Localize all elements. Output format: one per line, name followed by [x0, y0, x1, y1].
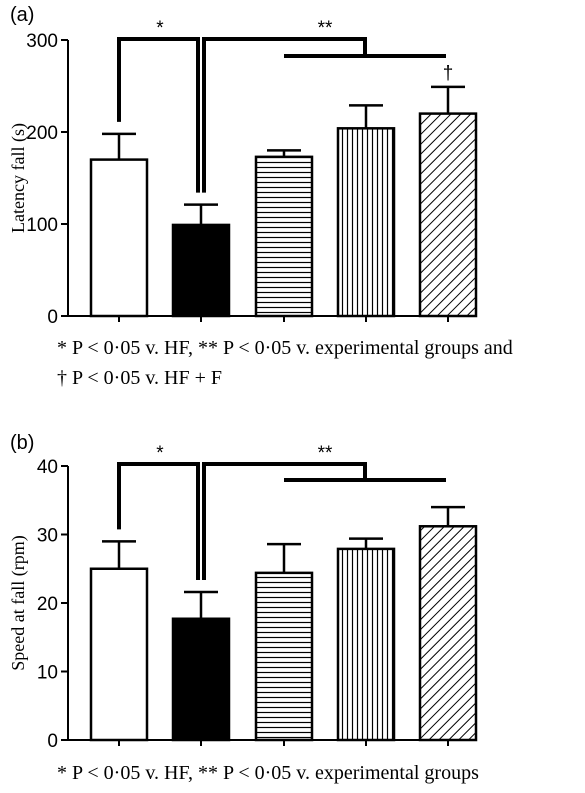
panel-a-bar-4 [336, 127, 396, 318]
panel-a-y-tick-label: 200 [26, 123, 58, 144]
panel-a-bar-3 [254, 155, 314, 318]
panel-b-bracket-single-star [117, 462, 200, 581]
panel-a-y-tick-label: 300 [26, 31, 58, 52]
panel-a-sig-single-star: * [156, 18, 164, 39]
panel-b-y-tick-label: 10 [37, 663, 58, 684]
panel-b-bracket-double-star [202, 462, 367, 581]
panel-b-bar-3 [254, 571, 314, 742]
panel-a-y-tick-label: 100 [26, 215, 58, 236]
panel-b-y-axis-title: Speed at fall (rpm) [8, 535, 29, 670]
panel-b-y-tick-label: 40 [37, 457, 58, 478]
panel-a-y-axis-title: Latency fall (s) [8, 123, 29, 233]
panel-a-bar-2 [171, 223, 231, 318]
panel-b-bar-5 [418, 525, 478, 742]
panel-b-bar-4 [336, 547, 396, 742]
panel-a-bracket-double-star [202, 37, 367, 193]
panel-b-y-tick-label: 20 [37, 594, 58, 615]
panel-b-y-tick-label: 30 [37, 526, 58, 547]
panel-b-sig-single-star: * [156, 443, 164, 464]
panel-a-bar-1 [89, 158, 149, 318]
panel-a-sig-double-star: ** [318, 18, 333, 39]
panel-b-sig-double-star: ** [318, 443, 333, 464]
panel-a-sig-dagger: † [443, 63, 454, 84]
panel-b-y-tick-label: 0 [47, 731, 58, 752]
panel-b-bar-2 [171, 617, 231, 742]
panel-b-bar-1 [89, 567, 149, 742]
panel-b-label: (b) [10, 432, 34, 454]
panel-a-bar-5 [418, 112, 478, 318]
panel-a-label: (a) [10, 4, 34, 26]
panel-a-caption-line2: † P < 0·05 v. HF + F [57, 367, 222, 389]
panel-a-caption-line1: * P < 0·05 v. HF, ** P < 0·05 v. experim… [57, 337, 513, 359]
panel-b-caption-line1: * P < 0·05 v. HF, ** P < 0·05 v. experim… [57, 762, 479, 784]
panel-a-bracket-single-star [117, 37, 200, 193]
panel-a-y-tick-label: 0 [47, 307, 58, 328]
